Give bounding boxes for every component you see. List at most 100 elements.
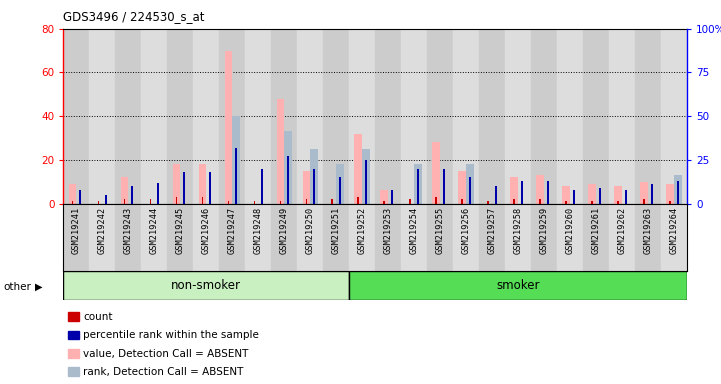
Text: count: count bbox=[83, 312, 112, 322]
Text: GSM219245: GSM219245 bbox=[176, 207, 185, 254]
Bar bbox=[176, 197, 177, 204]
Text: GSM219256: GSM219256 bbox=[461, 207, 471, 254]
Bar bbox=[261, 169, 263, 204]
Bar bbox=[454, 204, 479, 271]
Bar bbox=[513, 199, 516, 204]
Bar bbox=[661, 29, 687, 204]
Bar bbox=[284, 131, 292, 204]
Bar bbox=[651, 184, 653, 204]
Bar bbox=[640, 182, 648, 204]
Bar bbox=[661, 204, 687, 271]
Bar bbox=[193, 29, 219, 204]
Text: GSM219263: GSM219263 bbox=[644, 207, 653, 254]
Bar bbox=[349, 204, 375, 271]
Bar bbox=[141, 204, 167, 271]
Bar bbox=[428, 204, 454, 271]
Bar bbox=[366, 160, 367, 204]
Bar bbox=[219, 204, 245, 271]
Bar bbox=[402, 204, 428, 271]
Bar bbox=[402, 29, 428, 204]
Text: GSM219243: GSM219243 bbox=[124, 207, 133, 254]
Text: GSM219246: GSM219246 bbox=[202, 207, 211, 254]
Bar bbox=[609, 29, 635, 204]
Bar bbox=[323, 29, 349, 204]
Bar bbox=[643, 199, 645, 204]
Text: GSM219255: GSM219255 bbox=[435, 207, 445, 254]
Bar bbox=[193, 204, 219, 271]
Bar bbox=[63, 204, 89, 271]
Text: GSM219264: GSM219264 bbox=[670, 207, 678, 254]
Text: non-smoker: non-smoker bbox=[172, 280, 242, 292]
Bar bbox=[358, 197, 359, 204]
Bar bbox=[428, 29, 454, 204]
Bar bbox=[105, 195, 107, 204]
Bar bbox=[599, 188, 601, 204]
Bar bbox=[557, 29, 583, 204]
Bar bbox=[172, 164, 180, 204]
Text: GSM219249: GSM219249 bbox=[280, 207, 289, 254]
Text: GDS3496 / 224530_s_at: GDS3496 / 224530_s_at bbox=[63, 10, 205, 23]
Bar bbox=[443, 169, 445, 204]
Bar bbox=[557, 204, 583, 271]
Text: GSM219261: GSM219261 bbox=[592, 207, 601, 254]
Bar bbox=[635, 29, 661, 204]
Text: GSM219251: GSM219251 bbox=[332, 207, 341, 254]
Bar bbox=[635, 204, 661, 271]
Bar bbox=[531, 29, 557, 204]
Bar bbox=[588, 184, 596, 204]
Text: GSM219250: GSM219250 bbox=[306, 207, 315, 254]
Bar bbox=[466, 164, 474, 204]
Bar bbox=[674, 175, 682, 204]
Bar bbox=[131, 186, 133, 204]
Text: GSM219260: GSM219260 bbox=[566, 207, 575, 254]
Bar bbox=[459, 171, 466, 204]
Bar bbox=[219, 29, 245, 204]
Text: GSM219248: GSM219248 bbox=[254, 207, 263, 254]
Bar bbox=[141, 29, 167, 204]
Text: smoker: smoker bbox=[497, 280, 540, 292]
Text: GSM219241: GSM219241 bbox=[72, 207, 81, 254]
Bar bbox=[669, 201, 671, 204]
Text: GSM219254: GSM219254 bbox=[410, 207, 419, 254]
Bar bbox=[63, 271, 349, 300]
Text: GSM219242: GSM219242 bbox=[98, 207, 107, 254]
Bar bbox=[355, 134, 362, 204]
Bar bbox=[183, 172, 185, 204]
Bar bbox=[340, 177, 341, 204]
Bar bbox=[375, 29, 402, 204]
Bar bbox=[505, 204, 531, 271]
Bar bbox=[531, 204, 557, 271]
Bar bbox=[198, 164, 206, 204]
Bar bbox=[232, 116, 240, 204]
Bar bbox=[63, 29, 89, 204]
Bar bbox=[235, 147, 237, 204]
Bar bbox=[562, 186, 570, 204]
Text: GSM219252: GSM219252 bbox=[358, 207, 367, 254]
Bar bbox=[120, 177, 128, 204]
Text: other: other bbox=[4, 282, 32, 292]
Bar bbox=[505, 29, 531, 204]
Bar bbox=[245, 29, 271, 204]
Bar bbox=[392, 190, 393, 204]
Text: GSM219258: GSM219258 bbox=[513, 207, 523, 254]
Bar bbox=[435, 197, 437, 204]
Bar bbox=[362, 149, 370, 204]
Bar bbox=[495, 186, 497, 204]
Bar bbox=[591, 201, 593, 204]
Bar bbox=[384, 201, 385, 204]
Bar bbox=[349, 29, 375, 204]
Bar bbox=[228, 201, 229, 204]
Bar bbox=[381, 190, 389, 204]
Bar bbox=[280, 201, 281, 204]
Bar bbox=[167, 29, 193, 204]
Text: ▶: ▶ bbox=[35, 282, 42, 292]
Bar bbox=[209, 172, 211, 204]
Bar bbox=[310, 149, 318, 204]
Bar bbox=[469, 177, 471, 204]
Bar bbox=[157, 182, 159, 204]
Bar bbox=[547, 181, 549, 204]
Bar bbox=[149, 199, 151, 204]
Bar bbox=[297, 204, 323, 271]
Bar bbox=[89, 204, 115, 271]
Bar bbox=[625, 190, 627, 204]
